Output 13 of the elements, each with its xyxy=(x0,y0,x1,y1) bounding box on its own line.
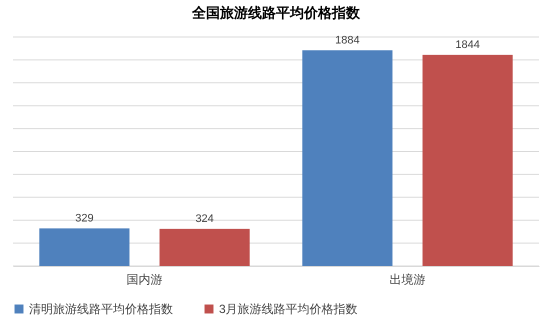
data-label: 329 xyxy=(75,212,94,224)
bar xyxy=(39,228,130,266)
data-label: 1844 xyxy=(455,38,480,51)
bar xyxy=(422,54,513,266)
x-tick-label: 国内游 xyxy=(126,272,162,286)
legend-label: 3月旅游线路平均价格指数 xyxy=(219,302,358,316)
data-label: 324 xyxy=(195,212,214,225)
x-tick-label: 出境游 xyxy=(390,272,426,286)
data-label: 1884 xyxy=(335,34,360,46)
chart-title: 全国旅游线路平均价格指数 xyxy=(191,4,361,20)
bar xyxy=(302,50,392,266)
legend-label: 清明旅游线路平均价格指数 xyxy=(29,302,173,316)
bar xyxy=(160,228,250,266)
